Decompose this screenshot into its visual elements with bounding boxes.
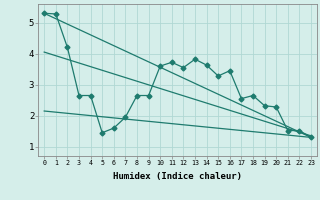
X-axis label: Humidex (Indice chaleur): Humidex (Indice chaleur) bbox=[113, 172, 242, 181]
